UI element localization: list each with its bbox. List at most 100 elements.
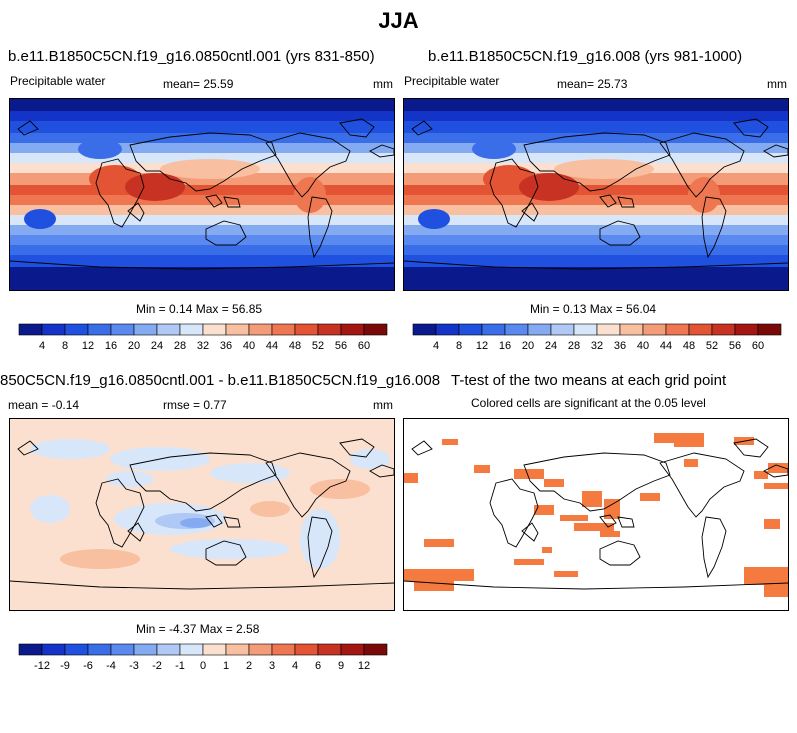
colorbar-tick-label: 9: [338, 660, 344, 672]
coastline: [701, 516, 727, 579]
significant-cell: [404, 473, 418, 483]
colorbar-tick-label: 20: [522, 340, 534, 352]
field-band: [10, 111, 394, 121]
coastline: [127, 202, 145, 222]
panel3-colorbar: -12 -9 -6 -4 -3 -2 -1 0 1 2 3 4 6 9 12: [18, 643, 388, 672]
coastline: [489, 158, 539, 228]
colorbar-swatch: [340, 643, 365, 656]
colorbar-swatch: [225, 643, 250, 656]
field-band: [10, 245, 394, 255]
colorbar-swatch: [133, 643, 158, 656]
colorbar-swatch: [363, 323, 388, 336]
field-blob: [60, 549, 140, 569]
colorbar-swatch: [271, 643, 296, 656]
field-blob: [519, 173, 579, 201]
field-band: [10, 205, 394, 215]
coastline: [307, 196, 333, 259]
coastline: [521, 522, 539, 542]
significant-cell: [574, 523, 614, 531]
field-band: [404, 245, 788, 255]
panel4-subtitle: Colored cells are significant at the 0.0…: [471, 396, 706, 410]
colorbar-tick-label: 56: [729, 340, 741, 352]
colorbar-swatch: [412, 323, 437, 336]
significant-cell: [424, 539, 454, 547]
colorbar-swatch: [688, 323, 713, 336]
colorbar-tick-label: -1: [175, 660, 185, 672]
field-band: [10, 99, 394, 111]
significant-cell: [544, 479, 564, 487]
significant-cell: [414, 581, 454, 591]
significant-cell: [744, 567, 788, 585]
colorbar-swatch: [225, 323, 250, 336]
panel1-minmax: Min = 0.14 Max = 56.85: [136, 302, 263, 316]
coastline: [95, 158, 145, 228]
colorbar-swatch: [504, 323, 529, 336]
panel1-colorbar: 4 8 12 16 20 24 28 32 36 40 44 48 52 56 60: [18, 323, 388, 352]
colorbar-swatch: [87, 643, 112, 656]
colorbar-swatch: [64, 643, 89, 656]
field-blob: [472, 139, 516, 159]
colorbar-swatch: [156, 643, 181, 656]
field-background: [404, 419, 788, 610]
significant-cell: [754, 471, 768, 479]
coastline: [489, 478, 539, 548]
colorbar-swatch: [596, 323, 621, 336]
colorbar-tick-label: 4: [39, 340, 45, 352]
colorbar-tick-label: -3: [129, 660, 139, 672]
field-blob: [106, 471, 154, 487]
field-blob: [78, 139, 122, 159]
colorbar-swatch: [87, 323, 112, 336]
coastline: [307, 516, 333, 579]
significant-cell: [600, 531, 620, 537]
colorbar-tick-label: 36: [220, 340, 232, 352]
field-band: [404, 133, 788, 143]
field-band: [404, 225, 788, 235]
coastline: [659, 132, 745, 198]
field-blob: [310, 479, 370, 499]
colorbar-swatch: [294, 643, 319, 656]
colorbar-swatch: [248, 323, 273, 336]
panel3-units: mm: [373, 398, 393, 412]
significant-cell: [554, 571, 578, 577]
coastline: [599, 540, 641, 566]
field-band: [404, 205, 788, 215]
coastline: [129, 132, 277, 192]
colorbar-swatch: [317, 323, 342, 336]
significant-cell: [582, 491, 602, 507]
field-blob: [30, 439, 110, 459]
coastline: [369, 144, 394, 158]
colorbar-tick-label: 6: [315, 660, 321, 672]
colorbar-swatch: [248, 643, 273, 656]
field-blob: [250, 501, 290, 517]
coastline: [205, 540, 247, 566]
colorbar-tick-label: 1: [223, 660, 229, 672]
colorbar-tick-label: 60: [752, 340, 764, 352]
significant-cell: [764, 585, 788, 597]
colorbar-swatch: [41, 323, 66, 336]
coastline: [205, 194, 241, 208]
significant-cell: [764, 483, 788, 489]
coastline: [599, 514, 635, 528]
field-band: [404, 255, 788, 267]
panel1-map: [9, 98, 395, 291]
colorbar-tick-label: 52: [706, 340, 718, 352]
coastline: [339, 438, 375, 458]
field-band: [404, 99, 788, 111]
colorbar-swatch: [340, 323, 365, 336]
colorbar-swatch: [179, 643, 204, 656]
panel1-mean: mean= 25.59: [163, 77, 234, 91]
field-band: [10, 225, 394, 235]
field-blob: [554, 159, 654, 179]
colorbar-tick-label: 36: [614, 340, 626, 352]
coastline: [265, 132, 351, 198]
colorbar-swatch: [435, 323, 460, 336]
field-band: [10, 133, 394, 143]
panel4-map-svg: [404, 419, 788, 610]
coastline: [701, 196, 727, 259]
colorbar-swatch: [458, 323, 483, 336]
coastline: [205, 220, 247, 246]
colorbar-swatch: [179, 323, 204, 336]
panel1-map-svg: [10, 99, 394, 290]
colorbar-tick-label: 48: [289, 340, 301, 352]
field-band: [404, 195, 788, 205]
